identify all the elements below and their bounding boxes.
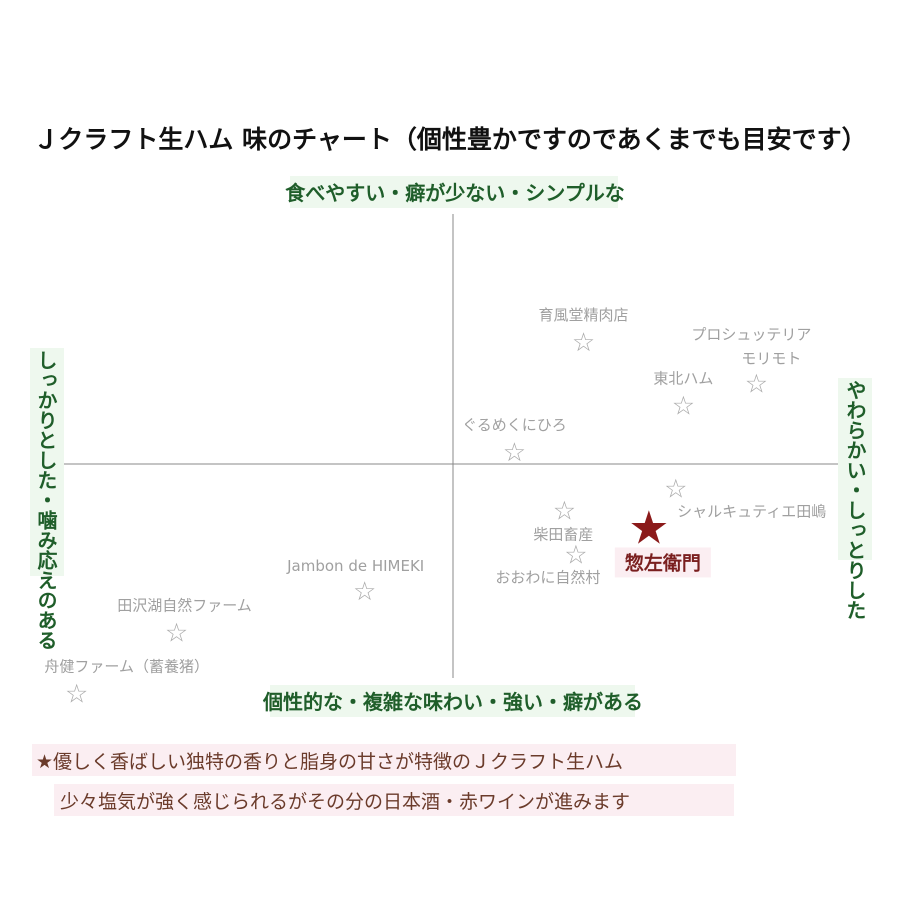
point-marker: ☆ (745, 369, 768, 399)
point-label: 舟健ファーム（蓄養猪） (44, 657, 209, 675)
point-marker: ☆ (165, 618, 188, 648)
axis-label-top: 食べやすい・癖が少ない・シンプルな (285, 181, 624, 205)
right-label-bg (838, 378, 872, 560)
top-label-bg (290, 176, 618, 208)
point-label: シャルキュティエ田嶋 (677, 502, 826, 520)
point-marker: ☆ (572, 328, 595, 358)
axis-label-left: しっかりとした・噛み応えのある (34, 350, 58, 650)
note-1-bg (32, 744, 736, 776)
point-label: 育風堂精肉店 (539, 306, 629, 324)
chart-title: Ｊクラフト生ハム 味のチャート（個性豊かですのであくまでも目安です） (33, 125, 866, 154)
point-label: プロシュッテリア (691, 325, 811, 343)
point-label: Jambon de HIMEKI (286, 557, 424, 575)
point-label: モリモト (741, 349, 801, 367)
note-2-bg (54, 784, 734, 816)
note-line-2: 少々塩気が強く感じられるがその分の日本酒・赤ワインが進みます (60, 791, 630, 813)
point-marker: ☆ (353, 577, 376, 607)
point-marker: ☆ (664, 474, 687, 504)
highlight-marker: ★ (628, 500, 669, 554)
highlight-label: 惣左衛門 (625, 551, 701, 574)
point-marker: ☆ (672, 391, 695, 421)
point-label: 田沢湖自然ファーム (117, 596, 252, 614)
axis-label-right: やわらかい・しっとりした (843, 380, 867, 620)
bottom-label-bg (270, 685, 635, 717)
highlight-label-bg (614, 547, 711, 578)
note-line-1: ★優しく香ばしい独特の香りと脂身の甘さが特徴のＪクラフト生ハム (36, 751, 623, 773)
point-marker: ☆ (65, 679, 88, 709)
axis-label-bottom: 個性的な・複雑な味わい・強い・癖がある (262, 690, 643, 714)
points-layer: ☆育風堂精肉店☆プロシュッテリアモリモト☆東北ハム☆ぐるめくにひろ☆シャルキュテ… (44, 306, 826, 709)
point-marker: ☆ (564, 540, 587, 570)
left-label-bg (30, 348, 64, 576)
point-label: ぐるめくにひろ (462, 416, 567, 434)
point-marker: ☆ (503, 438, 526, 468)
point-marker: ☆ (553, 496, 576, 526)
point-label: おおわに自然村 (495, 568, 600, 586)
point-label: 柴田畜産 (533, 525, 593, 543)
point-label: 東北ハム (653, 369, 713, 387)
